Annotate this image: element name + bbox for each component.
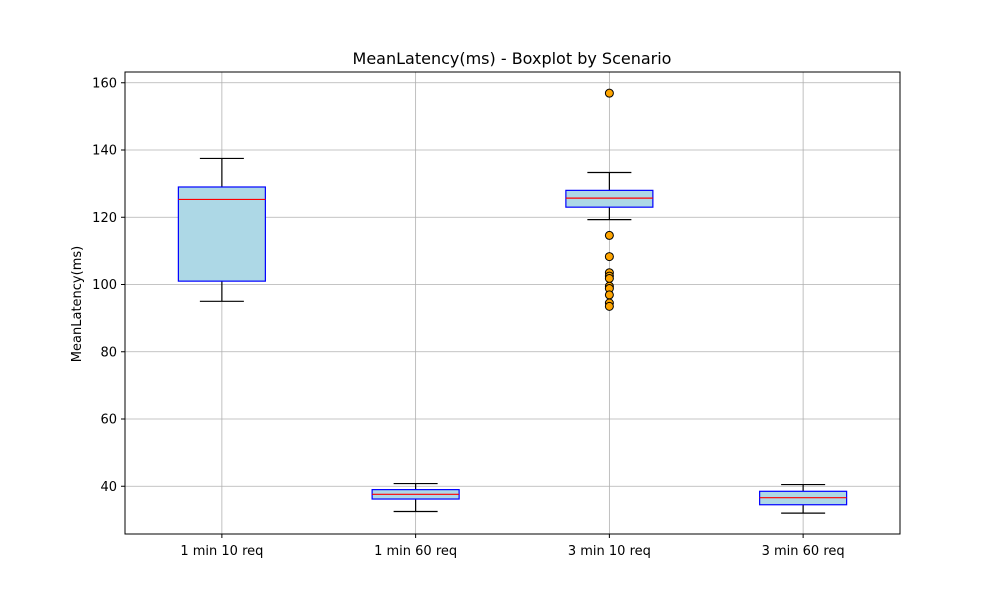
box-group (565, 88, 654, 311)
chart-title: MeanLatency(ms) - Boxplot by Scenario (353, 49, 672, 68)
x-tick-label: 1 min 60 req (374, 544, 457, 559)
grid-lines (125, 72, 900, 534)
y-axis-label: MeanLatency(ms) (70, 246, 85, 362)
x-tick-label: 3 min 60 req (762, 544, 845, 559)
plot-area-frame (124, 71, 901, 535)
axis-ticks: 40 60 80 100 120 140 160 1 min 10 req 1 min 60 r… (92, 76, 844, 559)
y-tick-label: 140 (92, 144, 117, 159)
y-tick-label: 160 (92, 76, 117, 91)
boxes (177, 88, 848, 514)
outlier-point (604, 252, 614, 262)
y-tick-label: 100 (92, 278, 117, 293)
box-group (759, 483, 848, 514)
box-group (371, 482, 460, 513)
x-tick-label: 3 min 10 req (568, 544, 651, 559)
y-tick-label: 80 (100, 345, 117, 360)
x-tick-label: 1 min 10 req (180, 544, 263, 559)
outlier-point (604, 273, 614, 283)
y-tick-label: 120 (92, 211, 117, 226)
iqr-box (177, 186, 266, 282)
outlier-point (604, 88, 614, 98)
outlier-point (604, 230, 614, 240)
outlier-point (604, 301, 614, 311)
y-tick-label: 40 (100, 480, 117, 495)
outlier-point (604, 290, 614, 300)
iqr-box (565, 189, 654, 208)
box-group (177, 157, 266, 302)
y-tick-label: 60 (100, 413, 117, 428)
